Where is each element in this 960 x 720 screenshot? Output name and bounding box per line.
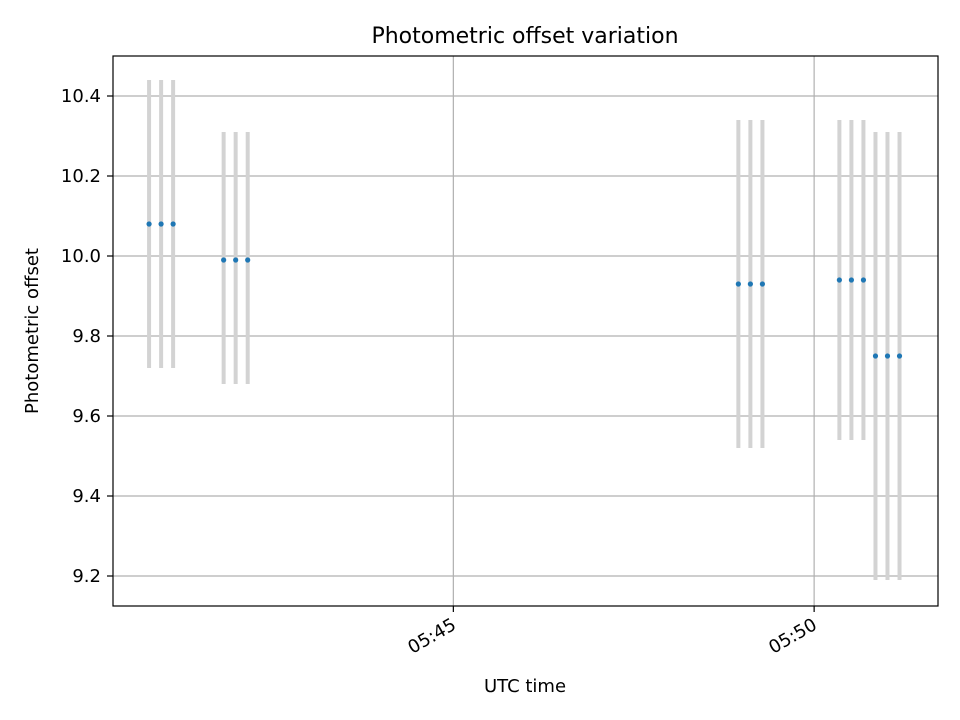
plot-frame <box>112 55 939 607</box>
data-point <box>759 281 766 287</box>
x-axis-label: UTC time <box>484 676 566 697</box>
y-axis-ticks: 9.2 9.4 9.6 9.8 10.0 10.2 10.4 <box>61 86 113 587</box>
y-tick-label: 9.4 <box>72 486 101 507</box>
data-point <box>221 257 227 263</box>
data-point <box>158 221 164 227</box>
data-point <box>245 257 251 263</box>
data-point <box>896 353 903 359</box>
data-point <box>872 353 879 359</box>
data-point <box>884 353 891 359</box>
data-point <box>233 257 239 263</box>
y-axis-label: Photometric offset <box>22 248 43 414</box>
data-point <box>747 281 753 287</box>
data-point <box>735 281 741 287</box>
data-point <box>848 277 855 283</box>
y-tick-label: 9.2 <box>72 566 101 587</box>
y-tick-label: 10.0 <box>61 246 101 267</box>
chart-title: Photometric offset variation <box>371 24 678 49</box>
grid <box>113 56 938 606</box>
y-tick-label: 9.8 <box>72 326 101 347</box>
y-tick-label: 9.6 <box>72 406 101 427</box>
data-point <box>836 277 842 283</box>
y-tick-label: 10.4 <box>61 86 101 107</box>
data-point <box>170 221 176 227</box>
data-point <box>146 221 152 227</box>
data-point <box>860 277 867 283</box>
data-points <box>146 221 903 359</box>
y-tick-label: 10.2 <box>61 166 101 187</box>
